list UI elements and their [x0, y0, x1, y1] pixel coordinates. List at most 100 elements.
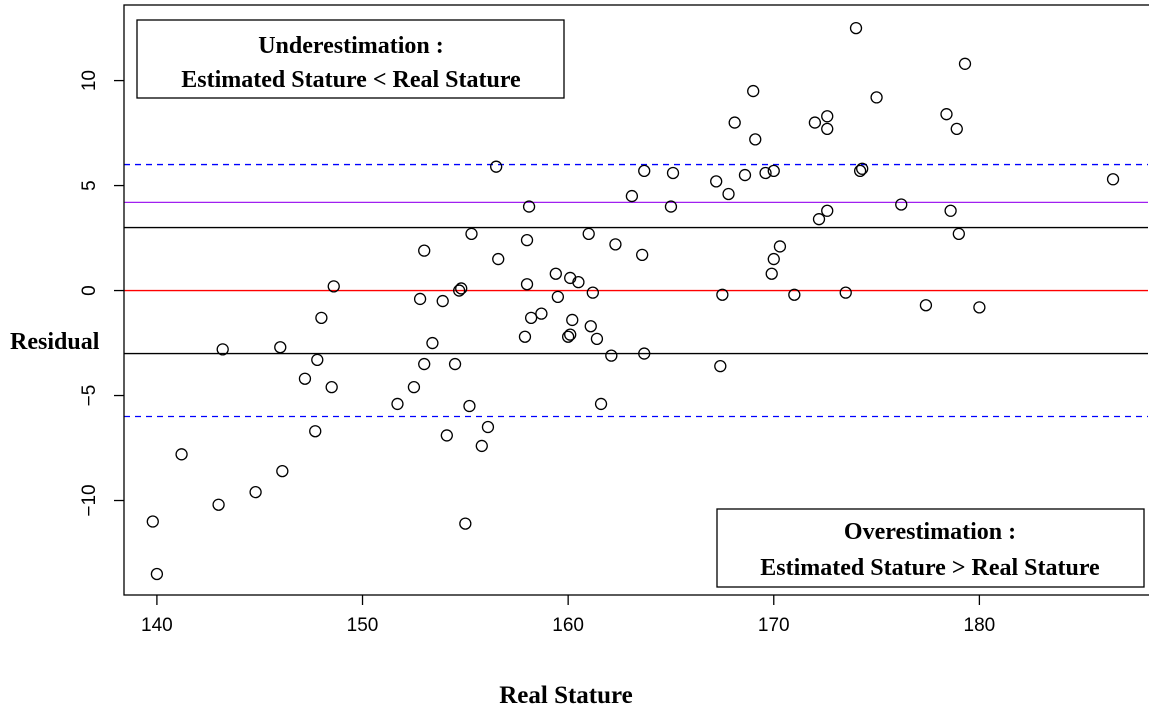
y-tick-label: 5 — [79, 180, 100, 191]
data-point — [536, 308, 547, 319]
y-axis: −10 −5 0 5 10 — [79, 70, 124, 517]
data-point — [441, 430, 452, 441]
data-point — [814, 214, 825, 225]
overestimation-formula: Estimated Stature > Real Stature — [760, 555, 1100, 581]
data-point — [822, 111, 833, 122]
y-axis-label: Residual — [10, 329, 100, 355]
data-point — [715, 361, 726, 372]
data-point — [464, 401, 475, 412]
underestimation-formula: Estimated Stature < Real Stature — [181, 67, 521, 93]
data-point — [920, 300, 931, 311]
data-point — [563, 331, 574, 342]
data-point — [768, 254, 779, 265]
data-point — [606, 350, 617, 361]
y-tick-label: −10 — [79, 484, 100, 516]
data-point — [1108, 174, 1119, 185]
data-point — [326, 382, 337, 393]
data-point — [723, 188, 734, 199]
data-point — [277, 466, 288, 477]
data-point — [596, 398, 607, 409]
y-tick-label: 10 — [79, 70, 100, 91]
x-tick-label: 160 — [552, 615, 584, 636]
data-point — [896, 199, 907, 210]
data-point — [748, 86, 759, 97]
data-point — [466, 228, 477, 239]
data-point — [822, 205, 833, 216]
underestimation-box: Underestimation : Estimated Stature < Re… — [137, 20, 564, 98]
data-point — [151, 569, 162, 580]
data-point — [668, 167, 679, 178]
data-point — [250, 487, 261, 498]
data-point — [312, 354, 323, 365]
x-tick-label: 170 — [758, 615, 790, 636]
data-point — [766, 268, 777, 279]
data-point — [565, 329, 576, 340]
data-point — [585, 321, 596, 332]
x-tick-label: 150 — [347, 615, 379, 636]
underestimation-title: Underestimation : — [258, 33, 444, 59]
x-tick-label: 180 — [964, 615, 996, 636]
data-point — [408, 382, 419, 393]
data-point — [591, 333, 602, 344]
data-points — [147, 23, 1118, 580]
x-axis-label: Real Stature — [499, 682, 633, 709]
data-point — [482, 422, 493, 433]
reference-lines — [124, 165, 1148, 417]
data-point — [147, 516, 158, 527]
data-point — [851, 23, 862, 34]
data-point — [522, 279, 533, 290]
data-point — [460, 518, 471, 529]
data-point — [774, 241, 785, 252]
data-point — [491, 161, 502, 172]
data-point — [945, 205, 956, 216]
data-point — [437, 296, 448, 307]
data-point — [871, 92, 882, 103]
data-point — [392, 398, 403, 409]
data-point — [415, 293, 426, 304]
data-point — [419, 359, 430, 370]
data-point — [427, 338, 438, 349]
data-point — [522, 235, 533, 246]
data-point — [456, 283, 467, 294]
data-point — [610, 239, 621, 250]
data-point — [519, 331, 530, 342]
y-tick-label: 0 — [79, 285, 100, 296]
data-point — [729, 117, 740, 128]
data-point — [587, 287, 598, 298]
x-tick-label: 140 — [141, 615, 173, 636]
data-point — [316, 312, 327, 323]
data-point — [626, 191, 637, 202]
data-point — [953, 228, 964, 239]
data-point — [974, 302, 985, 313]
data-point — [310, 426, 321, 437]
data-point — [299, 373, 310, 384]
data-point — [450, 359, 461, 370]
data-point — [639, 165, 650, 176]
data-point — [840, 287, 851, 298]
x-axis: 140 150 160 170 180 — [141, 595, 995, 636]
data-point — [750, 134, 761, 145]
data-point — [941, 109, 952, 120]
overestimation-title: Overestimation : — [844, 519, 1016, 545]
data-point — [637, 249, 648, 260]
y-tick-label: −5 — [79, 385, 100, 407]
data-point — [176, 449, 187, 460]
data-point — [855, 165, 866, 176]
data-point — [809, 117, 820, 128]
data-point — [583, 228, 594, 239]
data-point — [822, 123, 833, 134]
data-point — [959, 58, 970, 69]
overestimation-box: Overestimation : Estimated Stature > Rea… — [717, 509, 1144, 587]
data-point — [419, 245, 430, 256]
data-point — [951, 123, 962, 134]
data-point — [739, 170, 750, 181]
data-point — [493, 254, 504, 265]
data-point — [526, 312, 537, 323]
data-point — [476, 440, 487, 451]
data-point — [550, 268, 561, 279]
data-point — [213, 499, 224, 510]
data-point — [552, 291, 563, 302]
data-point — [711, 176, 722, 187]
data-point — [567, 314, 578, 325]
